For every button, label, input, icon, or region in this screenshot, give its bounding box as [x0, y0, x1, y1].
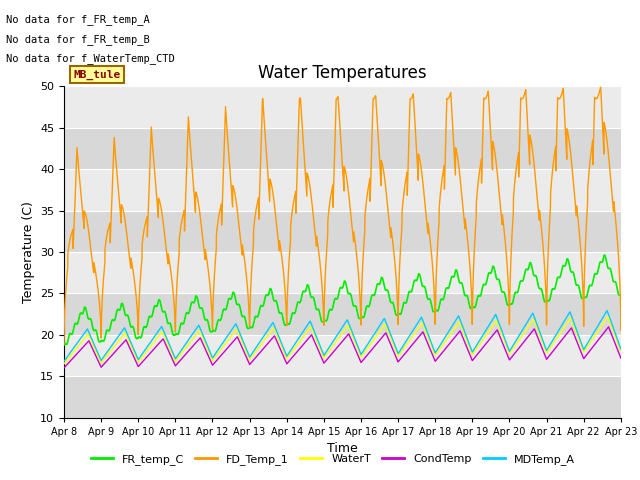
Bar [64, 211, 621, 252]
X-axis label: Time: Time [327, 442, 358, 455]
Title: Water Temperatures: Water Temperatures [258, 64, 427, 82]
Bar [64, 252, 621, 293]
Text: No data for f_FR_temp_A: No data for f_FR_temp_A [6, 14, 150, 25]
Bar [64, 169, 621, 211]
Bar [64, 128, 621, 169]
Text: MB_tule: MB_tule [74, 70, 121, 80]
Bar [64, 293, 621, 335]
Text: No data for f_WaterTemp_CTD: No data for f_WaterTemp_CTD [6, 53, 175, 64]
Bar [64, 335, 621, 376]
Legend: FR_temp_C, FD_Temp_1, WaterT, CondTemp, MDTemp_A: FR_temp_C, FD_Temp_1, WaterT, CondTemp, … [86, 450, 579, 469]
Bar [64, 376, 621, 418]
Text: No data for f_FR_temp_B: No data for f_FR_temp_B [6, 34, 150, 45]
Bar [64, 86, 621, 128]
Y-axis label: Temperature (C): Temperature (C) [22, 201, 35, 303]
